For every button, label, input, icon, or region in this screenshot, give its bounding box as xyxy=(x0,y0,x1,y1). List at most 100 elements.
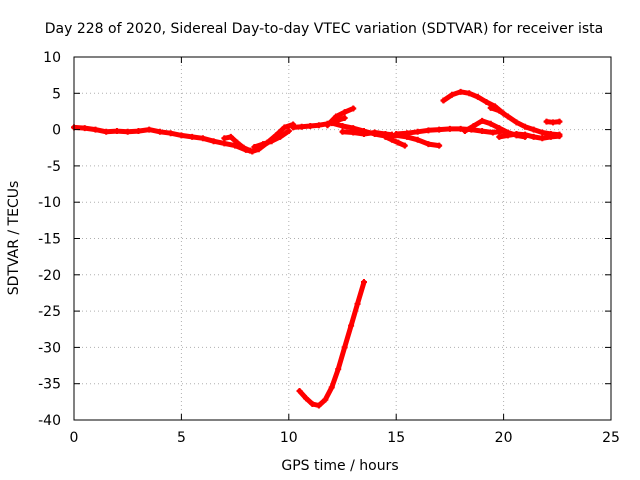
data-point xyxy=(146,126,153,133)
data-point xyxy=(360,279,367,286)
data-point xyxy=(504,113,511,120)
data-point xyxy=(335,366,342,373)
data-point xyxy=(414,136,421,143)
data-point xyxy=(296,387,303,394)
data-point xyxy=(556,118,563,125)
data-point xyxy=(479,117,486,124)
data-point xyxy=(539,135,546,142)
x-tick-label: 0 xyxy=(70,430,79,446)
data-point xyxy=(513,119,520,126)
x-tick-label: 10 xyxy=(280,430,298,446)
data-point xyxy=(360,130,367,137)
series-arc-down-14 xyxy=(383,134,408,149)
data-point xyxy=(339,128,346,135)
data-point xyxy=(156,128,163,135)
data-point xyxy=(221,140,228,147)
data-point xyxy=(522,131,529,138)
data-point xyxy=(333,113,340,120)
data-point xyxy=(113,128,120,135)
y-tick-label: 5 xyxy=(52,86,61,102)
data-point xyxy=(298,123,305,130)
data-point xyxy=(302,395,309,402)
data-point xyxy=(341,114,348,121)
data-point xyxy=(199,135,206,142)
data-point xyxy=(251,144,258,151)
data-point xyxy=(371,129,378,136)
data-point xyxy=(388,136,395,143)
data-point xyxy=(277,133,284,140)
data-point xyxy=(234,139,241,146)
y-tick-label: 10 xyxy=(43,50,61,66)
data-point xyxy=(103,128,110,135)
data-point xyxy=(309,401,316,408)
data-point xyxy=(496,133,503,140)
data-point xyxy=(414,128,421,135)
data-point xyxy=(466,90,473,97)
data-point xyxy=(81,125,88,132)
y-axis-label: SDTVAR / TECUs xyxy=(6,181,22,296)
series-layer xyxy=(71,88,563,409)
x-tick-label: 5 xyxy=(177,430,186,446)
data-point xyxy=(401,142,408,149)
data-point xyxy=(210,138,217,145)
data-point xyxy=(496,107,503,114)
data-point xyxy=(189,133,196,140)
data-point xyxy=(341,109,348,116)
data-point xyxy=(436,142,443,149)
data-point xyxy=(496,125,503,132)
data-point xyxy=(543,118,550,125)
data-point xyxy=(350,129,357,136)
data-point xyxy=(440,97,447,104)
y-tick-label: -5 xyxy=(47,159,61,175)
data-point xyxy=(324,122,331,129)
data-point xyxy=(522,123,529,130)
data-point xyxy=(124,128,131,135)
data-point xyxy=(547,133,554,140)
data-point xyxy=(339,122,346,129)
data-point xyxy=(504,132,511,139)
data-point xyxy=(227,133,234,140)
data-point xyxy=(530,133,537,140)
data-point xyxy=(307,122,314,129)
data-point xyxy=(328,120,335,127)
data-point xyxy=(539,129,546,136)
axis-ticks: 0 5 10 15 20 25 10 5 0 -5 -10 -15 -20 -25 -30 -35 -40 xyxy=(38,50,620,446)
data-point xyxy=(530,126,537,133)
data-point xyxy=(425,127,432,134)
data-point xyxy=(348,322,355,329)
y-tick-label: -20 xyxy=(38,268,61,284)
data-point xyxy=(92,126,99,133)
data-point xyxy=(382,133,389,140)
data-point xyxy=(457,125,464,132)
y-tick-label: -30 xyxy=(38,340,61,356)
y-tick-label: -35 xyxy=(38,377,61,393)
data-point xyxy=(446,125,453,132)
data-point xyxy=(393,130,400,137)
data-point xyxy=(178,132,185,139)
data-point xyxy=(487,104,494,111)
data-point xyxy=(315,122,322,129)
data-point xyxy=(483,99,490,106)
data-point xyxy=(135,128,142,135)
data-point xyxy=(487,120,494,127)
data-point xyxy=(489,129,496,136)
y-tick-label: -25 xyxy=(38,304,61,320)
data-point xyxy=(328,384,335,391)
data-point xyxy=(249,148,256,155)
data-point xyxy=(260,141,267,148)
data-point xyxy=(461,128,468,135)
data-point xyxy=(322,396,329,403)
y-tick-label: 0 xyxy=(52,123,61,139)
chart-title: Day 228 of 2020, Sidereal Day-to-day VTE… xyxy=(45,21,603,37)
data-point xyxy=(285,128,292,135)
data-point xyxy=(474,93,481,100)
data-point xyxy=(436,126,443,133)
y-tick-label: -15 xyxy=(38,232,61,248)
data-point xyxy=(457,88,464,95)
data-point xyxy=(556,133,563,140)
data-point xyxy=(550,119,557,126)
data-point xyxy=(290,124,297,131)
x-tick-label: 15 xyxy=(387,430,405,446)
data-point xyxy=(403,130,410,137)
